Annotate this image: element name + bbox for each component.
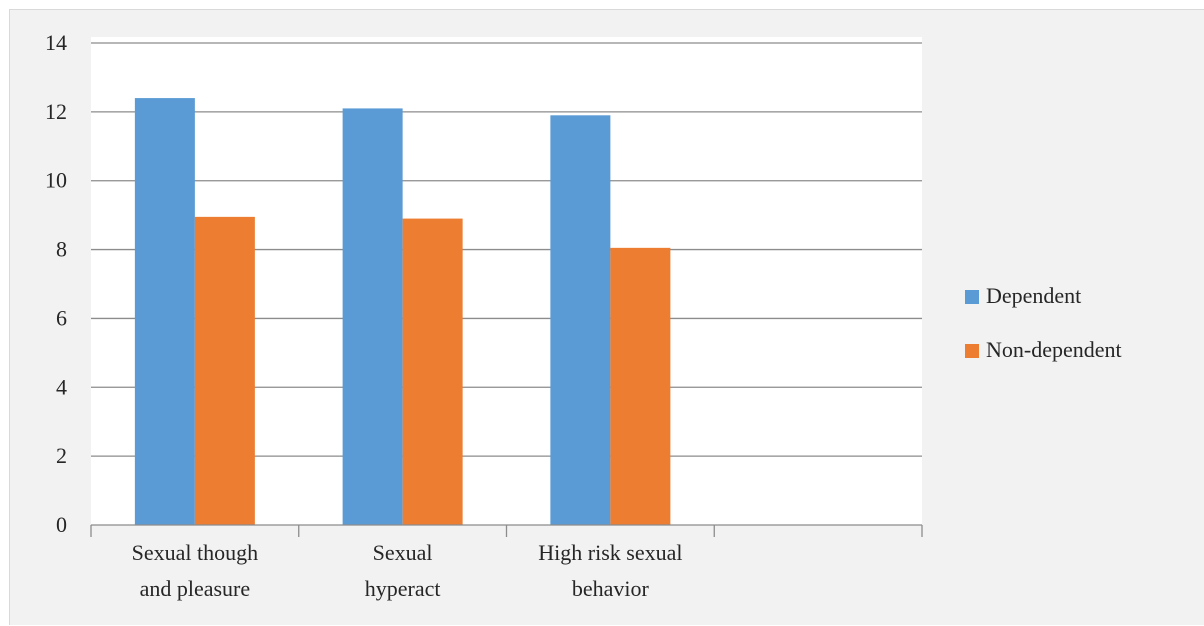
y-tick-label: 2: [56, 443, 67, 468]
legend-swatch: [965, 344, 979, 358]
x-category-label: Sexual though: [132, 540, 259, 565]
y-tick-label: 12: [45, 99, 67, 124]
bar-chart: 0 2 4 6 8 10 12 14 Sexual though and pleasure Sexu…: [45, 30, 1122, 601]
bar-dependent-0: [134, 98, 195, 525]
legend-swatch: [965, 290, 979, 304]
x-category-label: and pleasure: [140, 576, 251, 601]
y-tick-label: 0: [56, 512, 67, 537]
bar-non-dependent-0: [194, 216, 255, 525]
legend-label: Dependent: [986, 283, 1081, 308]
y-tick-label: 6: [56, 305, 67, 330]
bar-non-dependent-1: [402, 218, 463, 526]
axes: [90, 524, 923, 537]
x-category-label: High risk sexual: [538, 540, 682, 565]
y-tick-label: 4: [56, 374, 67, 399]
y-tick-label: 14: [45, 30, 67, 55]
bar-dependent-1: [342, 108, 403, 526]
bars: [134, 98, 671, 526]
legend-label: Non-dependent: [986, 337, 1122, 362]
chart-frame: 0 2 4 6 8 10 12 14 Sexual though and pleasure Sexu…: [9, 9, 1204, 625]
y-tick-label: 10: [45, 168, 67, 193]
legend: Dependent Non-dependent: [965, 283, 1122, 362]
bar-non-dependent-2: [610, 247, 671, 525]
y-tick-label: 8: [56, 237, 67, 262]
x-category-label: hyperact: [365, 576, 441, 601]
x-category-label: Sexual: [373, 540, 433, 565]
labels: 0 2 4 6 8 10 12 14 Sexual though and pleasure Sexu…: [45, 30, 682, 601]
x-category-label: behavior: [572, 576, 650, 601]
bar-dependent-2: [550, 115, 611, 526]
